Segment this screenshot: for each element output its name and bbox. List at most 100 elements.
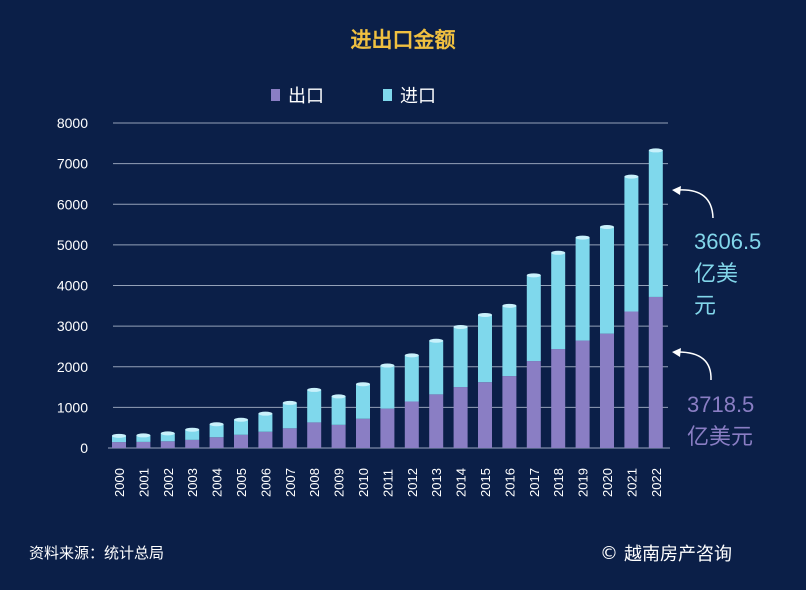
x-tick-label: 2019 bbox=[576, 468, 591, 497]
x-tick-label: 2009 bbox=[332, 468, 347, 497]
y-tick-label: 2000 bbox=[57, 359, 88, 375]
y-tick-label: 8000 bbox=[57, 115, 88, 131]
bar-import bbox=[258, 413, 273, 432]
bar-cap bbox=[648, 148, 663, 153]
bar-export bbox=[575, 340, 590, 448]
annotation-import-unit-line2: 元 bbox=[694, 293, 717, 318]
bar-cap bbox=[429, 338, 444, 343]
bar-cap bbox=[258, 411, 273, 416]
legend-swatch-import bbox=[383, 89, 392, 101]
bar-export bbox=[429, 394, 444, 448]
bar-import bbox=[575, 237, 590, 341]
y-tick-label: 1000 bbox=[57, 399, 88, 415]
arrow-import bbox=[677, 189, 714, 219]
x-tick-label: 2018 bbox=[551, 468, 566, 497]
watermark-text: 越南房产咨询 bbox=[624, 544, 732, 565]
arrowhead-import bbox=[672, 186, 681, 195]
bar-import bbox=[307, 389, 322, 423]
x-tick-label: 2010 bbox=[356, 468, 371, 497]
bars bbox=[112, 148, 663, 448]
x-tick-label: 2017 bbox=[527, 468, 542, 497]
bar-import bbox=[209, 424, 224, 438]
legend-item-export: 出口 bbox=[271, 82, 324, 108]
x-axis: 2000 2001 2002 2003 2004 2005 2006 2007 2008 2009… bbox=[112, 468, 664, 497]
bar-export bbox=[380, 408, 395, 448]
bar-export bbox=[209, 437, 224, 448]
y-tick-label: 5000 bbox=[57, 237, 88, 253]
bar-import bbox=[356, 384, 370, 419]
bar-export bbox=[112, 442, 126, 448]
x-tick-label: 2014 bbox=[454, 468, 469, 497]
y-tick-label: 3000 bbox=[57, 318, 88, 334]
x-tick-label: 2020 bbox=[600, 468, 615, 497]
bar-export bbox=[624, 311, 639, 448]
legend-label-export: 出口 bbox=[288, 86, 324, 107]
bar-cap bbox=[356, 382, 370, 387]
bar-export bbox=[502, 376, 517, 448]
x-tick-label: 2013 bbox=[429, 468, 444, 497]
arrow-export bbox=[677, 351, 712, 381]
y-tick-label: 7000 bbox=[57, 156, 88, 172]
bar-cap bbox=[575, 235, 590, 240]
annotation-import-value: 3606.5 bbox=[694, 229, 762, 254]
x-tick-label: 2012 bbox=[405, 468, 420, 497]
x-tick-label: 2006 bbox=[258, 468, 273, 497]
bar-cap bbox=[209, 422, 224, 427]
bar-import bbox=[112, 435, 126, 443]
bar-export bbox=[234, 434, 248, 448]
bar-import bbox=[478, 314, 492, 383]
bar-export bbox=[307, 422, 322, 448]
legend-item-import: 进口 bbox=[383, 82, 436, 108]
arrowhead-export bbox=[672, 348, 681, 357]
bar-export bbox=[160, 441, 175, 448]
annotation-export-value: 3718.5 bbox=[687, 392, 755, 417]
bar-cap bbox=[234, 417, 248, 422]
legend-swatch-export bbox=[271, 89, 280, 101]
bar-cap bbox=[478, 312, 492, 317]
x-tick-label: 2011 bbox=[380, 469, 395, 497]
bar-cap bbox=[136, 433, 151, 438]
x-tick-label: 2003 bbox=[185, 468, 200, 497]
bar-export bbox=[478, 382, 492, 448]
x-tick-label: 2000 bbox=[112, 468, 127, 497]
bar-import bbox=[600, 227, 614, 334]
bar-export bbox=[404, 401, 419, 448]
bar-cap bbox=[502, 303, 517, 308]
bar-export bbox=[453, 387, 468, 448]
bar-import bbox=[502, 305, 517, 377]
y-tick-label: 6000 bbox=[57, 196, 88, 212]
x-tick-label: 2001 bbox=[136, 468, 151, 497]
bar-cap bbox=[551, 250, 566, 255]
bar-import bbox=[136, 435, 151, 442]
x-tick-label: 2008 bbox=[307, 468, 322, 497]
bar-import bbox=[429, 340, 444, 395]
bar-export bbox=[600, 333, 614, 448]
bar-import bbox=[648, 150, 663, 297]
bar-import bbox=[282, 402, 297, 429]
bar-cap bbox=[112, 433, 126, 438]
bar-cap bbox=[331, 394, 346, 399]
x-tick-label: 2004 bbox=[210, 468, 225, 497]
bar-cap bbox=[453, 324, 468, 329]
bar-export bbox=[136, 441, 151, 448]
bar-cap bbox=[282, 400, 297, 405]
y-axis: 0 1000 2000 3000 4000 5000 6000 7000 8000 bbox=[57, 115, 88, 456]
bar-cap bbox=[160, 431, 175, 436]
bar-export bbox=[551, 349, 566, 448]
x-tick-label: 2016 bbox=[502, 468, 517, 497]
bar-export bbox=[185, 439, 200, 448]
bar-cap bbox=[404, 353, 419, 358]
x-tick-label: 2005 bbox=[234, 468, 249, 497]
annotation-import-unit-line1: 亿美 bbox=[694, 261, 739, 286]
bar-export bbox=[648, 296, 663, 448]
annotation-import-total: 3606.5 亿美 元 bbox=[694, 226, 761, 322]
bar-cap bbox=[624, 174, 639, 179]
copyright-icon: © bbox=[600, 542, 618, 564]
bar-export bbox=[526, 361, 541, 448]
bar-export bbox=[356, 418, 370, 448]
bar-import bbox=[185, 429, 200, 440]
bar-cap bbox=[380, 363, 395, 368]
bar-import bbox=[380, 365, 395, 409]
bar-cap bbox=[185, 427, 200, 432]
